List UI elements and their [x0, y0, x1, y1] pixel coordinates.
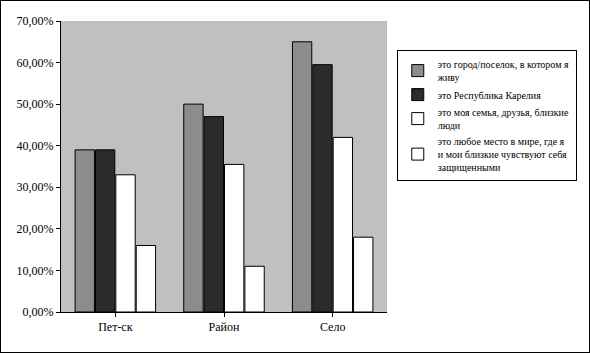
svg-text:Пет-ск: Пет-ск	[98, 320, 133, 334]
svg-text:30,00%: 30,00%	[17, 180, 54, 194]
svg-text:20,00%: 20,00%	[17, 222, 54, 236]
svg-text:это моя семья, друзья, близкие: это моя семья, друзья, близкиелюди	[438, 107, 569, 131]
svg-text:Село: Село	[320, 320, 345, 334]
svg-text:60,00%: 60,00%	[17, 56, 54, 70]
svg-text:0,00%: 0,00%	[23, 305, 54, 319]
svg-text:40,00%: 40,00%	[17, 139, 54, 153]
svg-text:это Республика Карелия: это Республика Карелия	[438, 90, 541, 101]
svg-text:50,00%: 50,00%	[17, 97, 54, 111]
svg-text:10,00%: 10,00%	[17, 264, 54, 278]
svg-text:это город/поселок, в котором я: это город/поселок, в котором яживу	[437, 59, 569, 83]
svg-text:Район: Район	[209, 320, 240, 334]
svg-text:это любое место в мире, где яи: это любое место в мире, где яи мои близк…	[438, 136, 567, 173]
svg-text:70,00%: 70,00%	[17, 14, 54, 28]
